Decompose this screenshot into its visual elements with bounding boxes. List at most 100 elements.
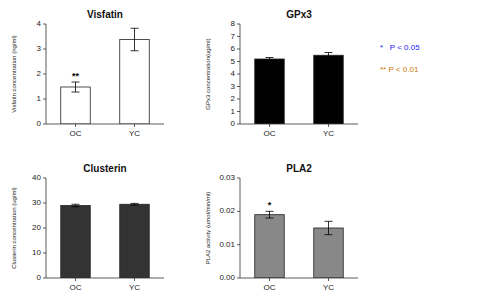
x-axis	[240, 278, 358, 279]
y-tick	[237, 99, 240, 100]
y-tick	[237, 24, 240, 25]
error-line	[269, 58, 270, 61]
y-tick-label: 3	[231, 82, 236, 91]
error-cap	[266, 60, 274, 61]
y-axis-label: PLA2 activity (umol/min/ml)	[205, 192, 211, 265]
y-tick	[43, 253, 46, 254]
y-tick	[237, 278, 240, 279]
y-tick	[43, 203, 46, 204]
x-tick	[75, 124, 76, 127]
legend-entry: ** P < 0.01	[380, 65, 419, 74]
subplot-title: GPx3	[286, 9, 312, 20]
bar	[120, 204, 150, 278]
bar	[61, 87, 91, 124]
error-line	[269, 211, 270, 218]
bar	[314, 55, 344, 124]
y-tick-label: 0	[231, 119, 236, 128]
error-cap	[325, 221, 333, 222]
legend: * P < 0.05 ** P < 0.01	[380, 43, 420, 74]
subplot: 0.000.010.020.03OCYCPLA2PLA2 activity (u…	[205, 163, 358, 292]
y-tick-label: 0.01	[219, 240, 235, 249]
y-axis-label: Visfatin concentration (ng/ml)	[11, 35, 17, 113]
y-tick-label: 4	[231, 69, 236, 78]
significance-label: *	[268, 200, 272, 210]
x-tick-label: OC	[264, 283, 276, 292]
marks	[255, 211, 344, 278]
error-line	[75, 82, 76, 92]
y-tick-label: 0	[37, 119, 42, 128]
y-tick	[237, 124, 240, 125]
error-cap	[266, 218, 274, 219]
error-cap	[72, 82, 80, 83]
y-tick-label: 1	[231, 107, 236, 116]
marks	[61, 203, 150, 278]
error-cap	[131, 28, 139, 29]
subplot: 01234OCYCVisfatinVisfatin concentration …	[11, 9, 164, 138]
x-axis	[46, 278, 164, 279]
error-line	[134, 28, 135, 51]
y-axis-label: Clusterin concentration (ug/ml)	[11, 187, 17, 269]
y-tick	[43, 24, 46, 25]
x-tick-label: OC	[264, 129, 276, 138]
bar	[314, 228, 344, 278]
x-tick	[328, 124, 329, 127]
background	[0, 0, 480, 306]
x-axis	[46, 124, 164, 125]
y-tick	[237, 36, 240, 37]
subplot: 012345678OCYCGPx3GPx3 concentration(ug/m…	[205, 9, 358, 138]
y-tick-label: 6	[231, 44, 236, 53]
marks	[255, 53, 344, 125]
x-tick-label: OC	[70, 129, 82, 138]
y-tick	[237, 211, 240, 212]
error-line	[328, 221, 329, 234]
error-cap	[325, 58, 333, 59]
x-tick	[328, 278, 329, 281]
error-cap	[131, 203, 139, 204]
error-cap	[266, 57, 274, 58]
y-tick-label: 0	[37, 273, 42, 282]
significance-label: **	[72, 71, 80, 81]
y-tick	[237, 86, 240, 87]
y-tick-label: 0.03	[219, 173, 235, 182]
figure: 0 1 2 3 4 OC YC Visfatin Visfatin concentration …	[0, 0, 480, 306]
y-axis	[240, 178, 241, 278]
y-axis-label: GPx3 concentration(ug/ml)	[205, 38, 211, 109]
bar	[61, 206, 91, 279]
error-cap	[72, 92, 80, 93]
y-tick-label: 7	[231, 32, 236, 41]
legend-entry: * P < 0.05	[380, 43, 420, 52]
y-tick-label: 40	[32, 173, 41, 182]
y-tick-label: 4	[37, 19, 42, 28]
y-tick-label: 0.00	[219, 273, 235, 282]
y-tick-label: 2	[37, 69, 42, 78]
x-tick-label: YC	[323, 129, 334, 138]
x-tick-label: YC	[323, 283, 334, 292]
error-line	[328, 53, 329, 59]
y-tick	[43, 124, 46, 125]
x-tick	[75, 278, 76, 281]
subplot-title: Visfatin	[87, 9, 123, 20]
error-bar	[72, 82, 80, 92]
y-tick-label: 8	[231, 19, 236, 28]
y-tick-label: 2	[231, 94, 236, 103]
bar	[255, 215, 285, 278]
bar	[120, 40, 150, 125]
subplot-title: Clusterin	[83, 163, 126, 174]
x-tick	[269, 124, 270, 127]
y-tick-label: 10	[32, 248, 41, 257]
y-tick-label: 1	[37, 94, 42, 103]
x-tick-label: YC	[129, 283, 140, 292]
x-tick	[134, 124, 135, 127]
error-cap	[72, 204, 80, 205]
x-tick-label: OC	[70, 283, 82, 292]
y-tick-label: 3	[37, 44, 42, 53]
y-tick	[43, 278, 46, 279]
error-bar	[266, 211, 274, 218]
x-tick	[134, 278, 135, 281]
y-tick-label: 20	[32, 223, 41, 232]
error-bar	[266, 58, 274, 61]
y-tick	[237, 178, 240, 179]
error-bar	[131, 203, 139, 205]
y-tick	[43, 99, 46, 100]
y-tick	[43, 178, 46, 179]
